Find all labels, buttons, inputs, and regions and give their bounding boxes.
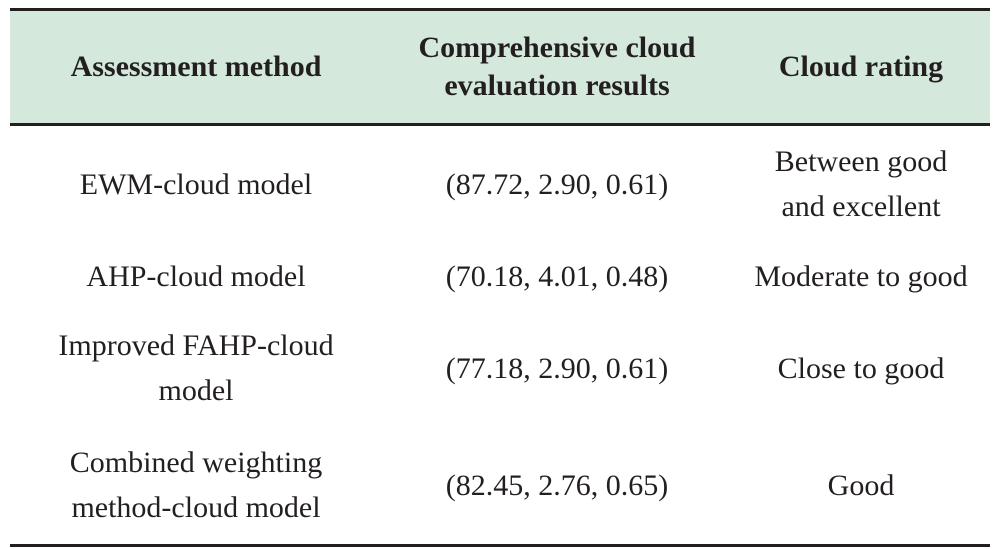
- cell-text-line: Close to good: [777, 351, 945, 385]
- cell-text-line: and excellent: [781, 190, 941, 223]
- results-table-container: Assessment method Comprehensive cloud ev…: [10, 8, 990, 547]
- cell-result: (70.18, 4.01, 0.48): [445, 259, 669, 293]
- cell-rating: Between good and excellent: [732, 125, 990, 243]
- cell-text-line: Between good: [774, 145, 948, 178]
- cell-text-line: Moderate to good: [754, 259, 968, 293]
- header-text-line: Comprehensive cloud: [418, 31, 696, 64]
- header-text-line: Assessment method: [70, 50, 322, 83]
- table-row: Improved FAHP-cloud model (77.18, 2.90, …: [10, 310, 990, 426]
- table-row: AHP-cloud model (70.18, 4.01, 0.48) Mode…: [10, 242, 990, 310]
- header-assessment-method: Assessment method: [10, 8, 382, 126]
- table-header: Assessment method Comprehensive cloud ev…: [10, 8, 990, 126]
- cell-text-line: Combined weighting: [69, 446, 323, 479]
- cloud-evaluation-table: Assessment method Comprehensive cloud ev…: [10, 8, 990, 547]
- header-text-line: evaluation results: [444, 69, 670, 102]
- cell-rating: Good: [732, 426, 990, 547]
- cell-text-line: model: [158, 374, 234, 407]
- header-cloud-rating: Cloud rating: [732, 8, 990, 126]
- cell-rating: Close to good: [732, 310, 990, 426]
- cell-method: Combined weighting method-cloud model: [10, 426, 382, 547]
- cell-text-line: EWM-cloud model: [79, 167, 313, 201]
- header-row: Assessment method Comprehensive cloud ev…: [10, 8, 990, 126]
- cell-method: EWM-cloud model: [10, 125, 382, 243]
- cell-method: AHP-cloud model: [10, 242, 382, 310]
- cell-method: Improved FAHP-cloud model: [10, 310, 382, 426]
- table-row: EWM-cloud model (87.72, 2.90, 0.61) Betw…: [10, 125, 990, 243]
- cell-text-line: Improved FAHP-cloud: [58, 329, 334, 362]
- header-text-line: Cloud rating: [778, 50, 944, 83]
- cell-result: (77.18, 2.90, 0.61): [445, 351, 669, 385]
- header-comprehensive-results: Comprehensive cloud evaluation results: [382, 8, 732, 126]
- cell-result: (87.72, 2.90, 0.61): [445, 167, 669, 201]
- cell-text-line: Good: [827, 468, 895, 502]
- cell-rating: Moderate to good: [732, 242, 990, 310]
- cell-result: (82.45, 2.76, 0.65): [382, 426, 732, 547]
- table-row: Combined weighting method-cloud model (8…: [10, 426, 990, 547]
- table-body: EWM-cloud model (87.72, 2.90, 0.61) Betw…: [10, 125, 990, 547]
- cell-text-line: AHP-cloud model: [86, 259, 306, 293]
- cell-text-line: method-cloud model: [71, 491, 321, 524]
